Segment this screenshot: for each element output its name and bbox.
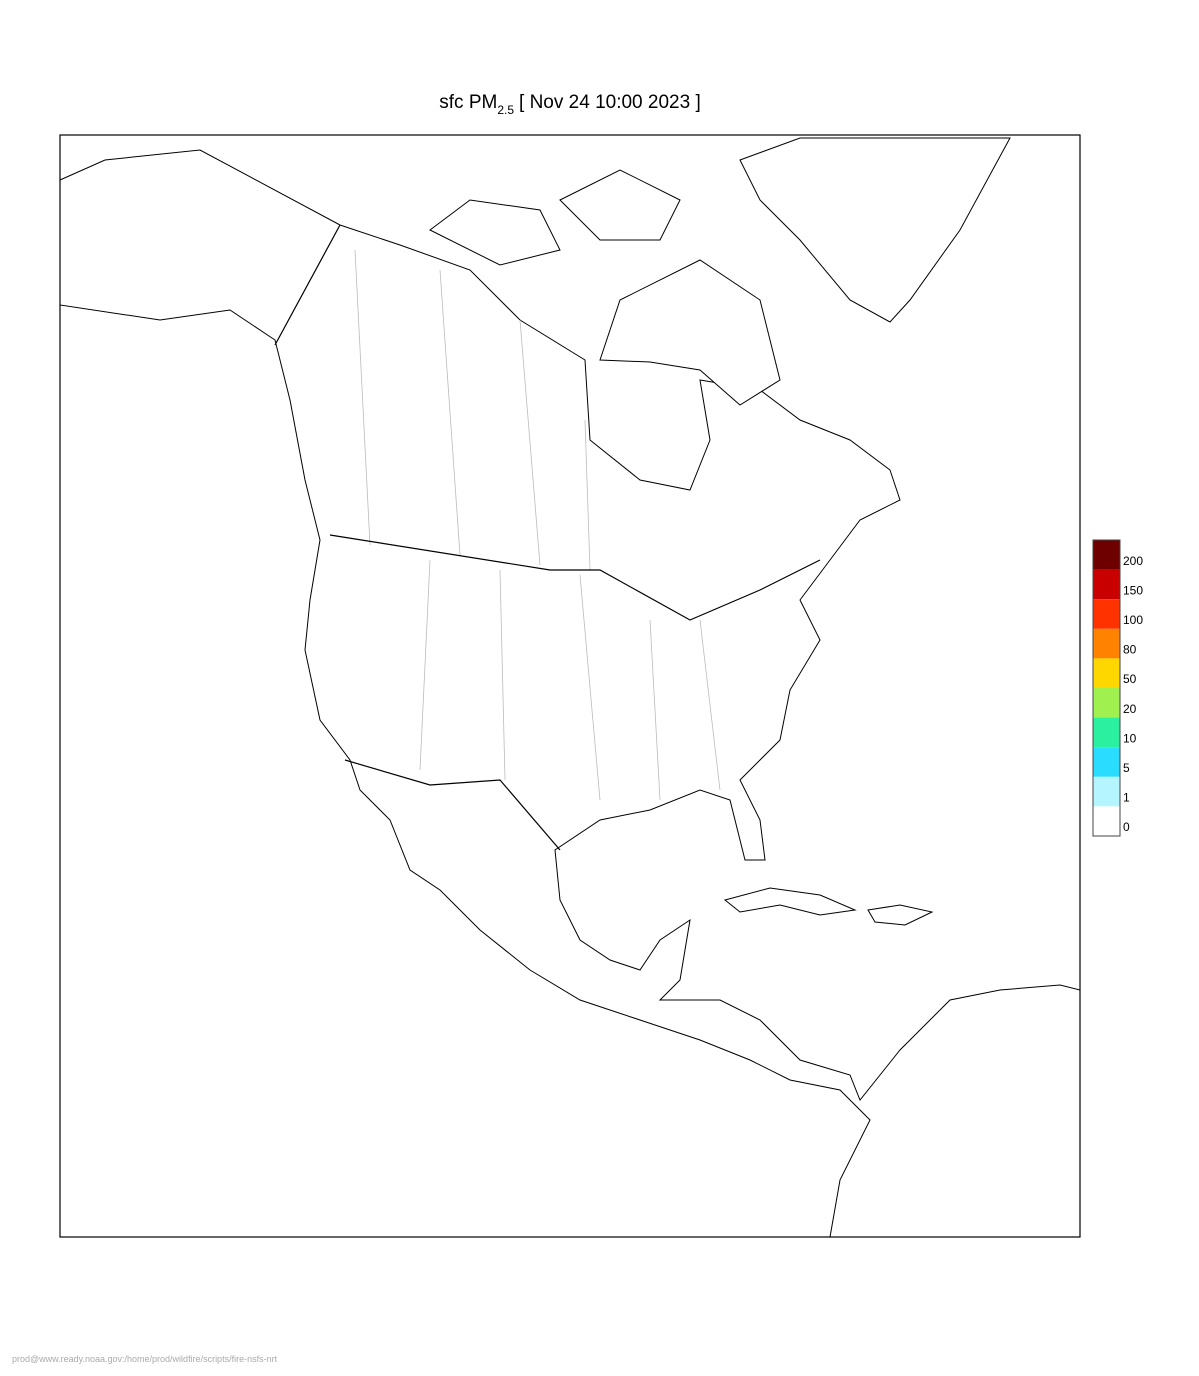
colorbar-label: 100 (1123, 613, 1143, 627)
colorbar-label: 1 (1123, 791, 1130, 805)
footer: prod@www.ready.noaa.gov:/home/prod/wildf… (12, 1354, 278, 1364)
colorbar-label: 0 (1123, 820, 1130, 834)
colorbar-label: 5 (1123, 761, 1130, 775)
colorbar-swatch (1093, 569, 1120, 600)
colorbar-label: 50 (1123, 672, 1137, 686)
arctic-islands (429, 169, 681, 266)
colorbar-label: 200 (1123, 554, 1143, 568)
title-prefix: sfc PM (439, 92, 497, 113)
map-title: sfc PM2.5 [ Nov 24 10:00 2023 ] (439, 92, 700, 117)
colorbar-swatch (1093, 747, 1120, 777)
colorbar-swatch (1093, 776, 1120, 807)
colorbar-swatch (1093, 717, 1120, 748)
colorbar-swatch (1093, 628, 1120, 659)
colorbar-swatch (1093, 599, 1120, 629)
us-mexico-border (344, 759, 561, 851)
greenland (739, 137, 1011, 323)
colorbar-swatch (1093, 806, 1120, 836)
map (59, 134, 1081, 1238)
us-canada-border (274, 224, 821, 621)
colorbar-label: 150 (1123, 583, 1143, 597)
colorbar-swatch (1093, 540, 1120, 570)
cuba (723, 887, 857, 916)
map-frame (59, 134, 1081, 1238)
colorbar-swatch (1093, 688, 1120, 718)
colorbar-label: 20 (1123, 702, 1137, 716)
title-suffix: [ Nov 24 10:00 2023 ] (519, 92, 701, 113)
colorbar-frame (1092, 539, 1121, 837)
baffin-island (599, 259, 781, 406)
colorbar-label: 80 (1123, 643, 1137, 657)
north-america (59, 149, 1081, 1238)
hispaniola (867, 904, 934, 926)
colorbar-label: 10 (1123, 731, 1137, 745)
title-subscript: 2.5 (497, 103, 514, 117)
colorbar-swatch (1093, 658, 1120, 688)
